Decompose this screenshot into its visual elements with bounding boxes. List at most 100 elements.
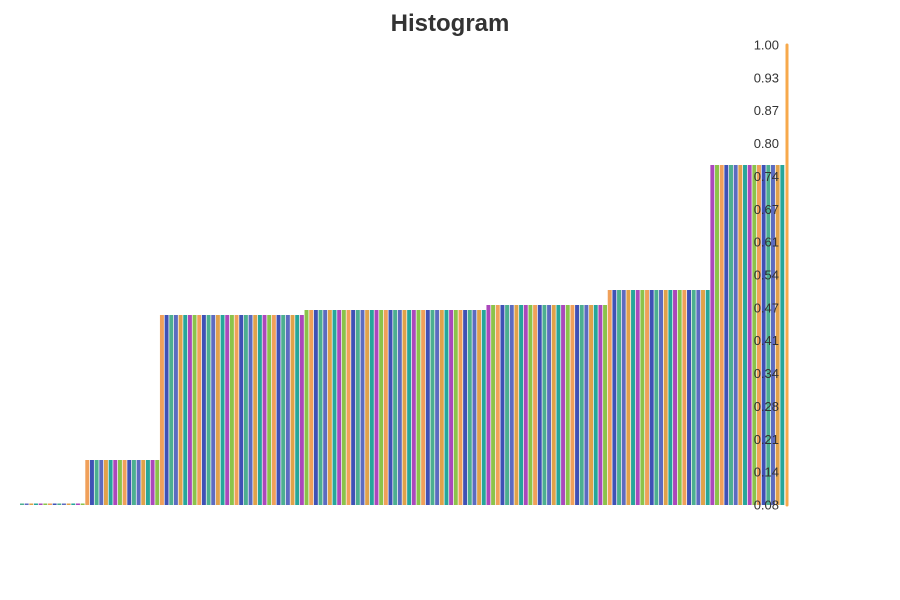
histogram-bar	[117, 460, 122, 505]
histogram-bar	[505, 305, 510, 505]
histogram-bar	[75, 503, 80, 505]
y-tick-label: 0.34	[754, 366, 779, 381]
histogram-bar	[766, 165, 771, 505]
histogram-bar	[281, 315, 286, 505]
histogram-bar	[131, 460, 136, 505]
histogram-bar	[603, 305, 608, 505]
histogram-bar	[379, 310, 384, 505]
histogram-bar	[253, 315, 258, 505]
histogram-bar	[89, 460, 94, 505]
histogram-bar	[169, 315, 174, 505]
histogram-bar	[640, 290, 645, 505]
histogram-bar	[383, 310, 388, 505]
y-tick-label: 0.74	[754, 169, 779, 184]
histogram-bar	[267, 315, 272, 505]
histogram-bar	[295, 315, 300, 505]
histogram-bar	[20, 503, 24, 505]
histogram-bar	[159, 315, 164, 505]
histogram-bar	[365, 310, 370, 505]
histogram-bar	[313, 310, 318, 505]
histogram-bar	[164, 315, 169, 505]
histogram-bar	[617, 290, 622, 505]
histogram-bar	[439, 310, 444, 505]
histogram-bar	[206, 315, 211, 505]
histogram-bar	[724, 165, 729, 505]
y-tick-label: 0.93	[754, 70, 779, 85]
histogram-bar	[537, 305, 542, 505]
histogram-bar	[715, 165, 719, 505]
histogram-bar	[192, 315, 197, 505]
histogram-bar	[509, 305, 514, 505]
histogram-bar	[491, 305, 496, 505]
histogram-bar	[528, 305, 533, 505]
histogram-bar	[668, 290, 673, 505]
histogram-bar	[61, 503, 66, 505]
histogram-bar	[52, 503, 57, 505]
histogram-bar	[337, 310, 342, 505]
histogram-bar	[136, 460, 141, 505]
histogram-bar	[659, 290, 664, 505]
histogram-bar	[239, 315, 244, 505]
histogram-bar	[276, 315, 281, 505]
histogram-bar	[696, 290, 701, 505]
histogram-bar	[304, 310, 309, 505]
histogram-bar	[463, 310, 468, 505]
histogram-bar	[500, 305, 505, 505]
histogram-bar	[220, 315, 225, 505]
histogram-bar	[187, 315, 192, 505]
histogram-bar	[211, 315, 216, 505]
histogram-bar	[584, 305, 589, 505]
histogram-bar	[561, 305, 566, 505]
histogram-bar	[575, 305, 580, 505]
y-tick-label: 0.28	[754, 399, 779, 414]
histogram-bar	[374, 310, 379, 505]
histogram-bar	[435, 310, 440, 505]
histogram-bar	[425, 310, 430, 505]
histogram-bar	[761, 165, 766, 505]
histogram-bar	[579, 305, 584, 505]
y-tick-label: 0.61	[754, 235, 779, 250]
histogram-bar	[47, 503, 52, 505]
histogram-bar	[444, 310, 449, 505]
histogram-bar	[122, 460, 127, 505]
histogram-bar	[626, 290, 631, 505]
histogram-bar	[309, 310, 314, 505]
histogram-bar	[514, 305, 519, 505]
histogram-bar	[393, 310, 398, 505]
histogram-bar	[103, 460, 108, 505]
histogram-bar	[486, 305, 491, 505]
y-tick-label: 0.87	[754, 103, 779, 118]
histogram-bar	[85, 460, 90, 505]
histogram-bar	[71, 503, 76, 505]
histogram-bar	[388, 310, 393, 505]
histogram-bar	[645, 290, 650, 505]
chart-title: Histogram	[390, 10, 510, 37]
histogram-bar	[565, 305, 570, 505]
histogram-bar	[416, 310, 421, 505]
histogram-bar	[710, 165, 715, 505]
histogram-bar	[771, 165, 775, 505]
histogram-bar	[467, 310, 472, 505]
y-tick-label: 0.47	[754, 300, 779, 315]
histogram-bar	[248, 315, 253, 505]
histogram-bar	[729, 165, 733, 505]
histogram-bar	[94, 460, 99, 505]
histogram-bar	[66, 503, 71, 505]
histogram-bar	[178, 315, 183, 505]
histogram-bar	[29, 503, 34, 505]
histogram-bar	[687, 290, 691, 505]
histogram-bar	[43, 503, 48, 505]
histogram-bar	[523, 305, 528, 505]
histogram-bar	[719, 165, 724, 505]
histogram-bar	[598, 305, 603, 505]
histogram-bar	[127, 460, 132, 505]
histogram-bar	[262, 315, 267, 505]
histogram-bar	[155, 460, 160, 505]
histogram-bar	[257, 315, 262, 505]
histogram-bar	[145, 460, 150, 505]
y-tick-label: 0.08	[754, 498, 779, 513]
y-tick-label: 1.00	[754, 38, 779, 53]
histogram-bar	[682, 290, 687, 505]
histogram-bar	[402, 310, 407, 505]
histogram-bar	[341, 310, 346, 505]
